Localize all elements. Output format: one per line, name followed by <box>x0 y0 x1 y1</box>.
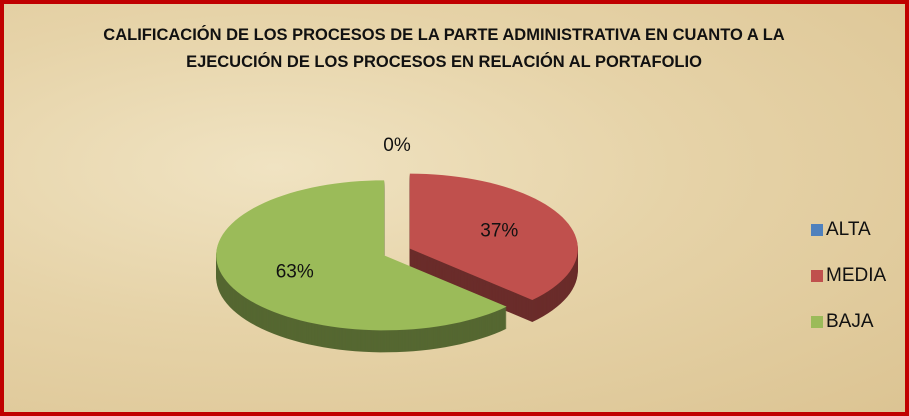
data-label: 0% <box>383 135 411 156</box>
data-label: 37% <box>480 220 518 241</box>
legend-swatch <box>811 316 823 328</box>
legend-label: BAJA <box>826 311 874 332</box>
pie-slice <box>409 173 578 301</box>
legend-label: MEDIA <box>826 265 887 286</box>
data-label: 63% <box>276 262 314 283</box>
pie-slice <box>216 180 507 331</box>
legend-swatch <box>811 224 823 236</box>
chart-title: CALIFICACIÓN DE LOS PROCESOS DE LA PARTE… <box>103 26 785 71</box>
legend-label: ALTA <box>826 219 871 240</box>
legend-swatch <box>811 270 823 282</box>
chart: 0% 37% 63% ALTA MEDIA BAJA <box>216 135 887 353</box>
